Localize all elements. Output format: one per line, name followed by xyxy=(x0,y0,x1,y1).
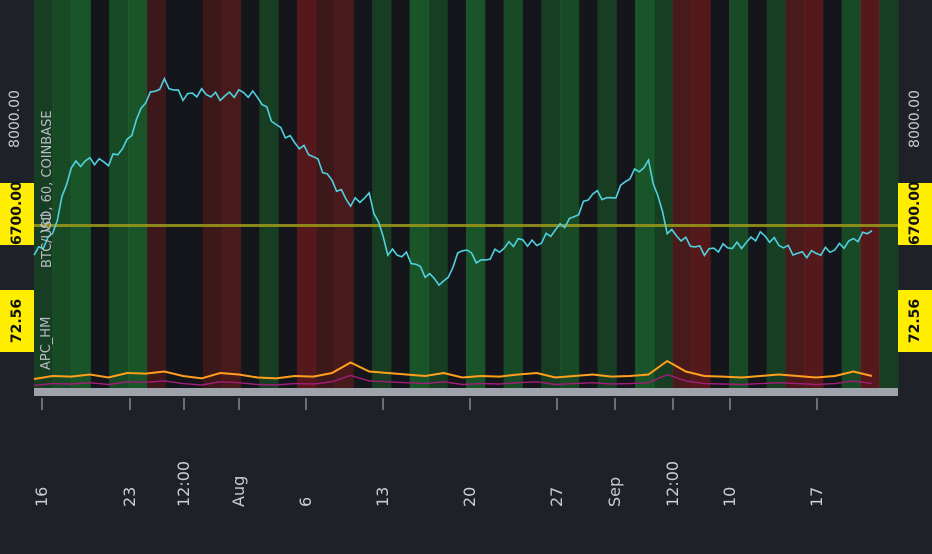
signal-band-green xyxy=(879,0,899,388)
y-axis-highlight-left: 6700.00 xyxy=(0,181,34,245)
signal-band-red xyxy=(672,0,692,388)
x-tick-label: 6 xyxy=(296,496,315,507)
signal-band-red xyxy=(203,0,223,388)
x-tick-label: Sep xyxy=(605,476,624,507)
signal-band-red xyxy=(296,0,317,388)
y-axis-label-left: 8000.00 xyxy=(7,90,23,148)
y-axis-highlight-right: 6700.00 xyxy=(898,181,932,245)
signal-band-green xyxy=(653,0,674,388)
signal-band-red xyxy=(691,0,711,388)
vol-panel-label: Vol xyxy=(39,213,54,233)
x-tick-label: 23 xyxy=(120,486,139,507)
signal-band-green xyxy=(635,0,655,388)
price-series-line xyxy=(33,76,873,287)
oscillator-highlight-left: 72.56 xyxy=(0,290,34,352)
signal-band-red xyxy=(860,0,880,388)
signal-band-green xyxy=(466,0,486,388)
signal-band-green xyxy=(259,0,279,388)
time-scrollbar[interactable] xyxy=(34,388,898,396)
x-tick-label: 20 xyxy=(460,486,479,507)
x-tick-label: Aug xyxy=(229,475,248,507)
oscillator-secondary-line xyxy=(33,373,873,387)
signal-band-red xyxy=(315,0,336,388)
signal-band-red xyxy=(146,0,166,388)
x-tick-label: 12:00 xyxy=(663,460,682,507)
signal-band-green xyxy=(559,0,580,388)
apc-panel-label: APC_HM xyxy=(39,316,54,370)
signal-band-green xyxy=(428,0,448,388)
series-title: BTC/USD, 60, COINBASE xyxy=(40,110,55,268)
signal-band-red xyxy=(785,0,805,388)
signal-band-green xyxy=(109,0,129,388)
signal-band-green xyxy=(766,0,786,388)
signal-band-green xyxy=(503,0,523,388)
y-axis-label-right: 8000.00 xyxy=(907,90,923,148)
signal-band-green xyxy=(372,0,392,388)
signal-band-red xyxy=(221,0,242,388)
signal-band-green xyxy=(597,0,617,388)
signal-band-green xyxy=(841,0,861,388)
x-tick-label: 12:00 xyxy=(174,460,193,507)
signal-band-red xyxy=(804,0,824,388)
signal-band-green xyxy=(541,0,561,388)
x-tick-label: 17 xyxy=(807,486,826,507)
x-tick-label: 10 xyxy=(720,486,739,507)
x-tick-label: 27 xyxy=(547,486,566,507)
signal-band-green xyxy=(127,0,148,388)
signal-band-green xyxy=(728,0,749,388)
signal-band-green xyxy=(34,0,54,388)
x-axis-ticks xyxy=(41,398,818,410)
x-tick-label: 16 xyxy=(32,486,51,507)
signal-band-green xyxy=(409,0,429,388)
oscillator-highlight-right: 72.56 xyxy=(898,290,932,352)
x-tick-label: 13 xyxy=(373,486,392,507)
signal-bands xyxy=(34,0,899,388)
signal-band-green xyxy=(71,0,91,388)
oscillator-line xyxy=(33,359,873,380)
